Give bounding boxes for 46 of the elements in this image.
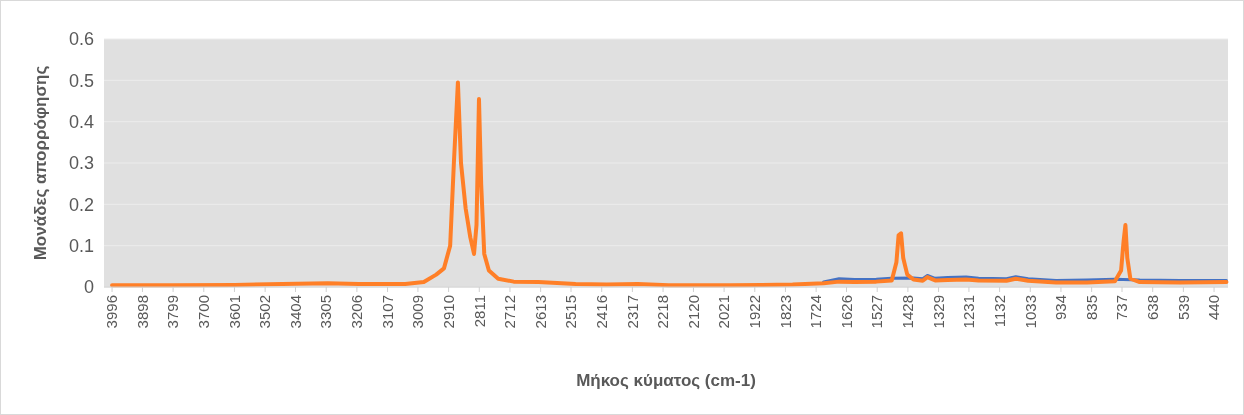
y-tick-label: 0.5 xyxy=(68,70,94,91)
y-tick-label: 0.1 xyxy=(68,235,94,256)
x-tick-label: 539 xyxy=(1174,295,1192,321)
y-tick-label: 0.3 xyxy=(68,153,94,174)
x-tick-label: 3404 xyxy=(286,295,304,329)
x-tick-label: 2218 xyxy=(654,295,672,329)
x-tick-label: 3107 xyxy=(378,295,396,329)
x-tick-label: 3502 xyxy=(256,295,274,329)
x-tick-label: 2120 xyxy=(684,295,702,329)
x-tick-label: 3206 xyxy=(348,295,366,329)
x-tick-label: 737 xyxy=(1113,295,1131,321)
x-tick-label: 3898 xyxy=(133,295,151,329)
x-tick-label: 2712 xyxy=(501,295,519,329)
x-tick-label: 440 xyxy=(1205,295,1223,321)
x-tick-label: 2021 xyxy=(715,295,733,329)
x-tick-label: 3996 xyxy=(103,295,121,329)
x-tick-label: 1527 xyxy=(868,295,886,329)
x-tick-label: 3601 xyxy=(225,295,243,329)
x-tick-label: 3009 xyxy=(409,295,427,329)
y-tick-label: 0.2 xyxy=(68,194,94,215)
x-tick-label: 934 xyxy=(1052,295,1070,321)
x-tick-label: 1329 xyxy=(929,295,947,329)
x-tick-label: 2317 xyxy=(623,295,641,329)
x-tick-label: 2811 xyxy=(470,295,488,328)
x-tick-label: 3305 xyxy=(317,295,335,329)
x-tick-label: 1428 xyxy=(899,295,917,329)
x-tick-label: 1033 xyxy=(1021,295,1039,329)
x-tick-label: 638 xyxy=(1143,295,1161,321)
x-tick-label: 1626 xyxy=(837,295,855,329)
x-axis-title: Μήκος κύματος (cm-1) xyxy=(576,371,756,390)
x-tick-label: 835 xyxy=(1082,295,1100,321)
x-tick-label: 3700 xyxy=(195,295,213,329)
x-tick-label: 1724 xyxy=(807,295,825,329)
x-tick-label: 2515 xyxy=(562,295,580,329)
x-tick-label: 1922 xyxy=(746,295,764,329)
y-tick-label: 0 xyxy=(83,277,94,298)
y-tick-label: 0.6 xyxy=(68,29,94,50)
x-tick-label: 3799 xyxy=(164,295,182,329)
y-tick-label: 0.4 xyxy=(68,111,94,132)
x-tick-label: 1132 xyxy=(990,295,1008,328)
x-tick-label: 2910 xyxy=(439,295,457,329)
x-tick-label: 1231 xyxy=(960,295,978,329)
y-axis-title: Μονάδες απορρόφησης xyxy=(30,65,50,261)
x-tick-label: 1823 xyxy=(776,295,794,329)
x-tick-label: 2613 xyxy=(531,295,549,329)
x-tick-label: 2416 xyxy=(592,295,610,329)
